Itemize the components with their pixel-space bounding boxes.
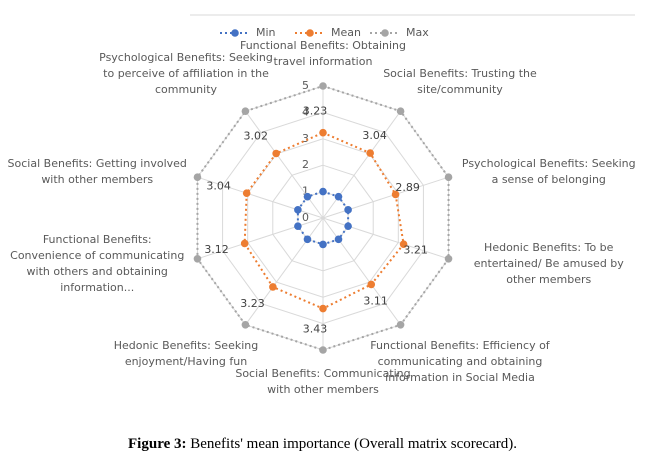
marker — [294, 222, 302, 230]
legend-label: Mean — [331, 26, 361, 39]
legend-marker — [381, 29, 389, 37]
r-tick-label: 2 — [302, 158, 309, 171]
marker — [391, 190, 400, 199]
category-label: Functional Benefits: Obtaining travel in… — [239, 39, 407, 68]
category-label: Psychological Benefits: Seeking to perce… — [99, 51, 273, 97]
value-label: 3.12 — [204, 243, 229, 256]
series-line — [196, 84, 450, 352]
caption-text: Benefits' mean importance (Overall matri… — [190, 436, 517, 452]
spoke — [197, 176, 324, 219]
marker — [319, 304, 327, 313]
marker — [334, 235, 343, 244]
r-tick-label: 4 — [302, 105, 309, 118]
legend-marker — [306, 29, 314, 37]
spoke — [322, 217, 401, 326]
caption: Figure 3: Benefits' mean importance (Ove… — [0, 436, 645, 453]
marker — [193, 254, 202, 263]
marker — [344, 206, 352, 214]
category-label: Functional Benefits: Convenience of comm… — [10, 232, 185, 294]
legend-label: Min — [256, 26, 276, 39]
marker — [396, 320, 405, 329]
spoke — [245, 217, 324, 326]
series-line — [243, 131, 405, 310]
category-label: Hedonic Benefits: Seeking enjoyment/Havi… — [113, 338, 259, 368]
marker — [319, 128, 327, 137]
category-label: Psychological Benefits: Seeking a sense … — [461, 157, 636, 187]
marker — [241, 320, 250, 329]
marker — [240, 239, 249, 248]
caption-label: Figure 3: — [128, 436, 187, 452]
marker — [319, 82, 327, 90]
value-label: 3.43 — [303, 323, 328, 336]
marker — [444, 173, 453, 182]
category-label: Social Benefits: Trusting the site/commu… — [383, 67, 537, 97]
value-label: 3.21 — [403, 244, 428, 257]
r-tick-label: 5 — [302, 79, 309, 92]
marker — [269, 283, 277, 291]
marker — [396, 107, 405, 116]
category-label: Hedonic Benefits: To be entertained/ Be … — [473, 240, 624, 286]
marker — [334, 192, 343, 201]
marker — [193, 173, 202, 182]
spoke — [322, 176, 449, 219]
marker — [444, 254, 453, 263]
spoke — [322, 217, 449, 260]
value-label: 3.23 — [303, 105, 328, 118]
category-label: Social Benefits: Communicating with othe… — [235, 367, 411, 396]
marker — [319, 187, 327, 196]
legend-marker — [231, 29, 239, 37]
value-label: 2.89 — [395, 181, 420, 194]
value-label: 3.23 — [240, 297, 265, 310]
spoke — [322, 110, 401, 219]
r-tick-label: 3 — [302, 132, 309, 145]
marker — [319, 346, 327, 354]
marker — [319, 240, 327, 249]
marker — [294, 206, 302, 214]
value-label: 3.04 — [206, 180, 231, 193]
marker — [272, 149, 280, 158]
value-label: 3.11 — [363, 295, 388, 308]
category-label: Functional Benefits: Efficiency of commu… — [370, 338, 550, 384]
r-tick-label: 0 — [302, 211, 309, 224]
category-label: Social Benefits: Getting involved with o… — [7, 157, 187, 187]
marker — [303, 192, 312, 201]
legend-label: Max — [406, 26, 429, 39]
marker — [399, 240, 408, 248]
marker — [366, 149, 374, 157]
marker — [241, 107, 250, 116]
spoke — [197, 217, 324, 260]
marker — [344, 222, 352, 230]
r-tick-label: 1 — [302, 185, 309, 198]
value-label: 3.02 — [243, 129, 268, 142]
value-label: 3.04 — [362, 129, 387, 142]
marker — [242, 189, 251, 197]
marker — [367, 280, 376, 289]
marker — [303, 235, 312, 244]
spoke — [245, 110, 324, 219]
